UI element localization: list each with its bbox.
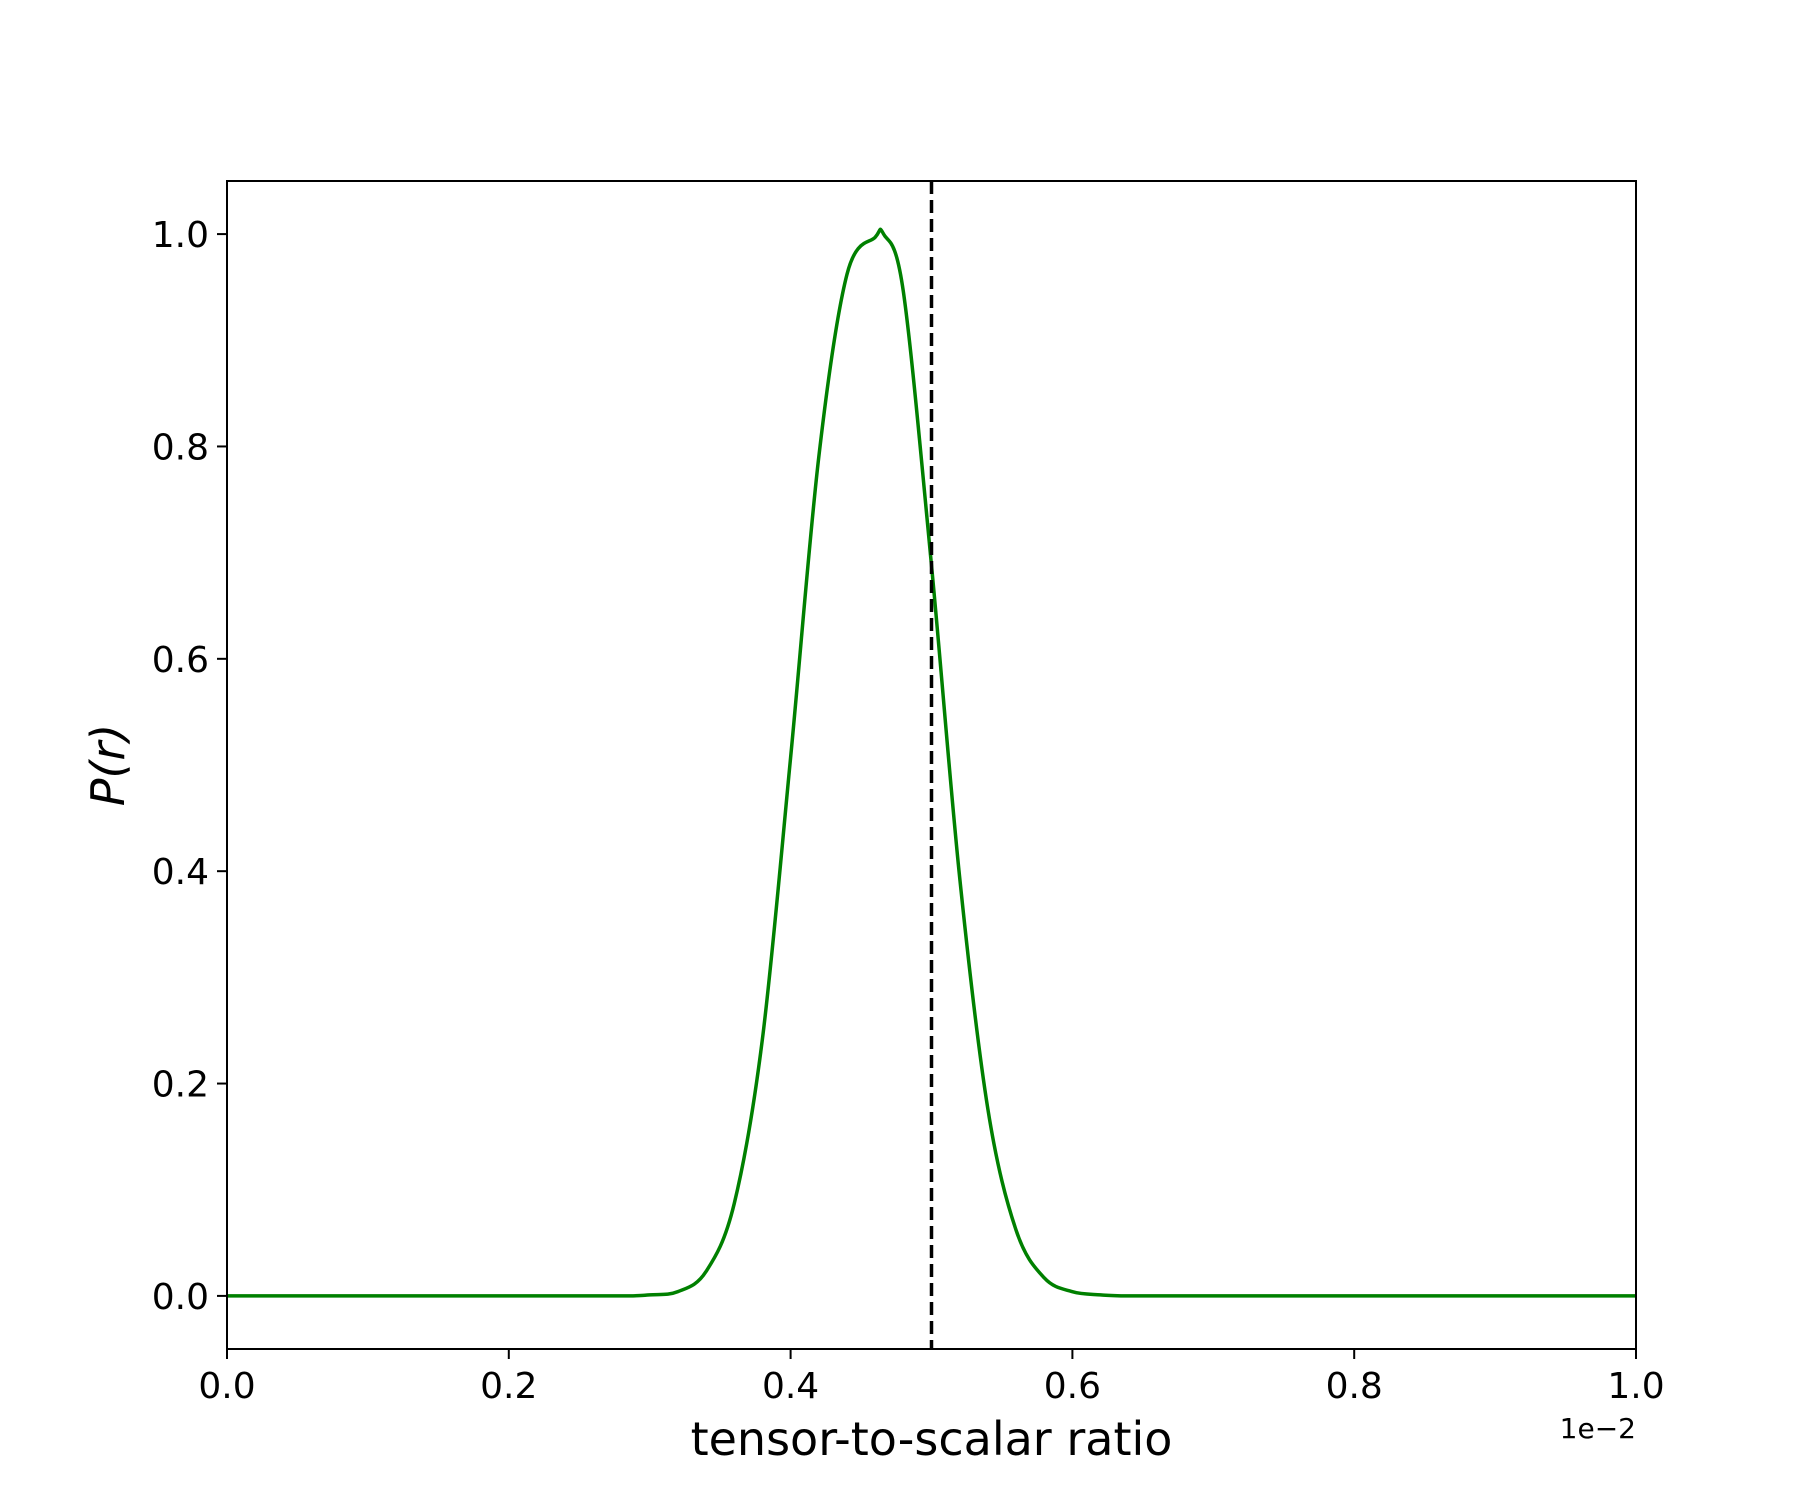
x-tick-label: 0.6 <box>1044 1366 1101 1407</box>
y-tick-label: 0.4 <box>152 852 209 893</box>
y-tick-label: 0.8 <box>152 427 209 468</box>
y-tick-label: 0.6 <box>152 640 209 681</box>
x-tick-label: 0.4 <box>762 1366 819 1407</box>
y-tick-label: 0.2 <box>152 1065 209 1106</box>
series-line <box>226 227 1636 1298</box>
y-axis-label: P(r) <box>81 724 135 807</box>
x-axis-offset-label: 1e−2 <box>1560 1412 1636 1445</box>
y-tick-label: 0.0 <box>152 1277 209 1318</box>
x-tick-label: 0.2 <box>480 1366 537 1407</box>
axes-frame <box>226 180 1637 1350</box>
plot-area <box>226 181 1636 1349</box>
ticks: 0.0 0.2 0.4 0.6 0.8 1.0 0.0 0.2 0.4 0.6 0.8 1.0 <box>152 215 1665 1407</box>
x-axis-label: tensor-to-scalar ratio <box>691 1412 1173 1466</box>
y-tick-label: 1.0 <box>152 215 209 256</box>
x-tick-label: 0.8 <box>1326 1366 1383 1407</box>
x-tick-label: 1.0 <box>1607 1366 1664 1407</box>
x-tick-label: 0.0 <box>198 1366 255 1407</box>
